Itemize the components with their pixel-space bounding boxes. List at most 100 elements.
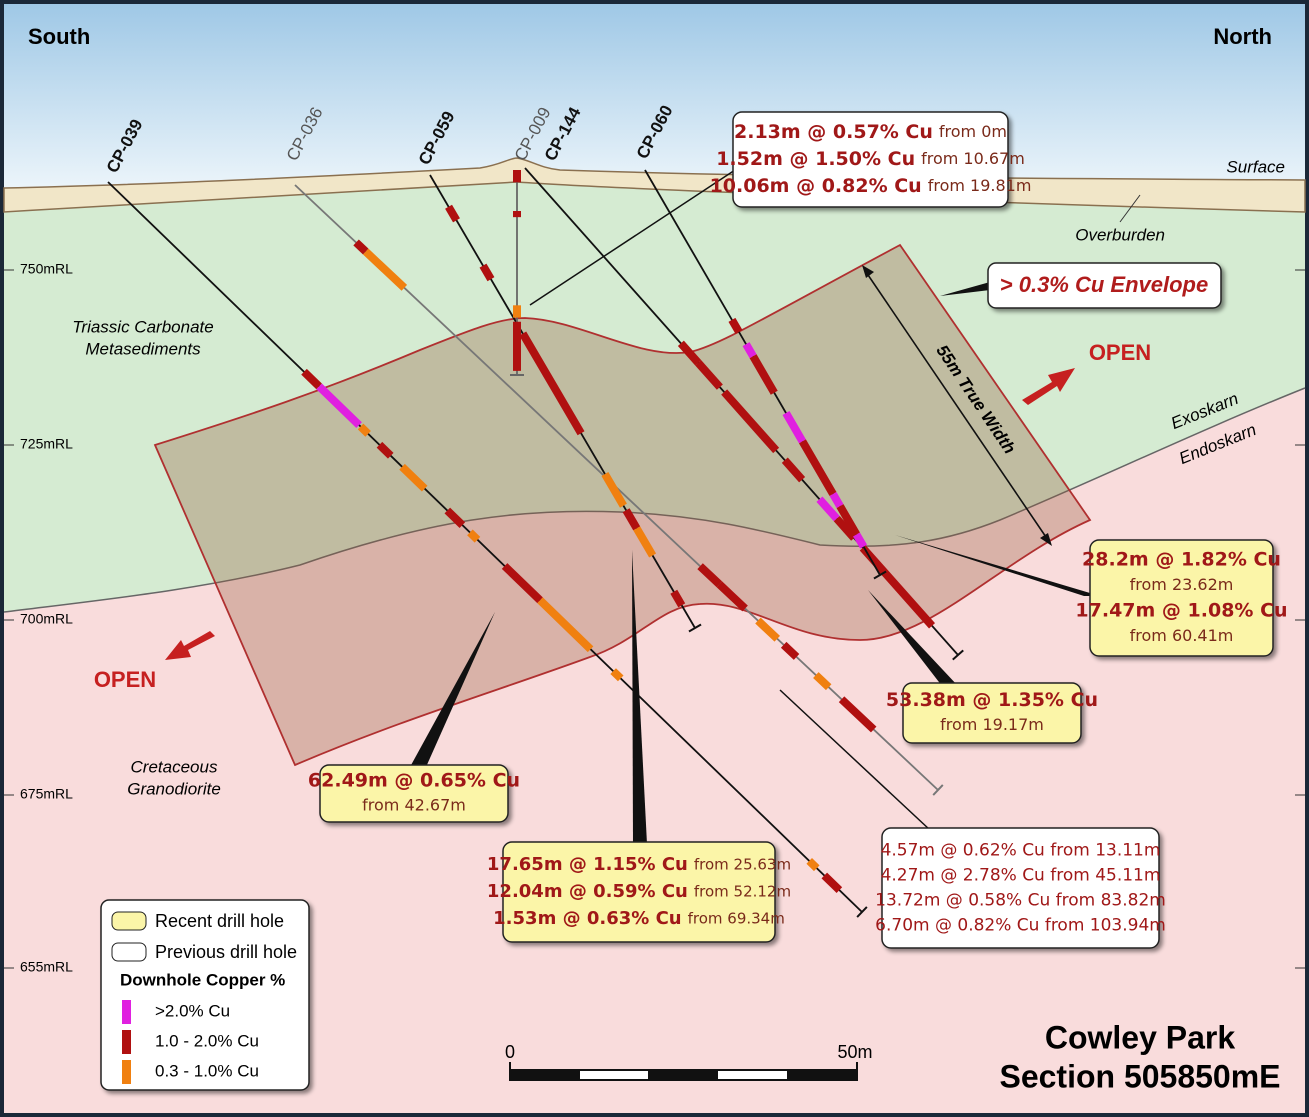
callout-grade: 13.72m @ 0.58% Cu from 83.82m [875,891,1166,911]
assay-interval [816,496,840,522]
legend-previous-swatch [111,942,147,962]
legend-grade: 1.0 - 2.0% Cu [155,1031,259,1050]
assay-interval [821,872,843,893]
assay-interval [467,529,481,543]
scale-start: 0 [505,1042,515,1062]
assay-interval [755,617,780,642]
assay-interval [780,641,800,660]
metasediment-label: Triassic Carbonate [72,317,213,336]
legend-grade-swatch [122,1000,131,1024]
open-arrow [165,631,215,660]
callout-from: from 19.17m [940,715,1044,734]
assay-interval [479,263,495,282]
legend-recent-swatch [111,911,147,931]
hole-end [688,623,702,633]
assay-interval [728,317,743,335]
assay-interval [622,508,641,531]
callout-from: from 25.63m [694,856,791,874]
surface-label: Surface [1226,157,1285,176]
assay-interval [829,491,844,509]
assay-interval [836,504,860,537]
hole-end [952,649,964,661]
assay-interval [749,354,778,395]
assay-interval [853,532,868,549]
scale-bar-segment [510,1070,580,1080]
callout-grade: 28.2m @ 1.82% Cu [1082,548,1281,570]
callout-from: from 23.62m [1130,575,1234,594]
assay-interval [399,463,428,492]
callout-grade: 53.38m @ 1.35% Cu [886,689,1098,711]
legend-heading: Downhole Copper % [120,970,285,989]
assay-interval [445,204,460,223]
elevation-label: 725mRL [20,436,73,452]
overburden-pointer [1119,194,1141,223]
scale-end: 50m [837,1042,872,1062]
assay-interval [782,410,806,444]
callout-from: from 60.41m [1130,626,1234,645]
hole-end [932,784,944,796]
assay-interval [444,507,466,528]
metasediment-label: Metasediments [85,339,201,358]
callout-leader [868,590,958,686]
callout-grade: 6.70m @ 0.82% Cu from 103.94m [875,916,1166,936]
callout-grade: 12.04m @ 0.59% Cu [487,881,688,902]
callout-from: from 42.67m [362,796,466,815]
elevation-axis: 750mRL 725mRL 700mRL 675mRL 655mRL [4,261,1305,975]
callout-grade: 62.49m @ 0.65% Cu [308,770,520,792]
hole-end [873,570,887,580]
callout-box [1089,539,1274,657]
open-label: OPEN [94,667,156,692]
callout-grade: 4.57m @ 0.62% Cu from 13.11m [881,841,1161,861]
assay-interval [806,858,820,872]
callout-leader [632,550,647,844]
callout-from: from 69.34m [688,910,785,928]
callout-grade: 17.47m @ 1.08% Cu [1075,599,1287,621]
scale-bar-segment [787,1070,857,1080]
overburden-label: Overburden [1075,225,1165,244]
intercept-callouts: 2.13m @ 0.57% Cu from 0m 1.52m @ 1.50% Cu f… [308,111,1288,949]
envelope-leader [940,282,990,296]
assay-interval [353,239,369,255]
assay-interval [610,668,624,682]
callout-grade: 10.06m @ 0.82% Cu [710,175,922,197]
callout-grade: 1.53m @ 0.63% Cu [493,908,681,929]
callout-box [502,841,776,943]
legend-recent: Recent drill hole [155,911,284,931]
assay-interval [798,439,837,497]
callout-from: from 0m [939,122,1007,141]
assay-interval [357,423,371,437]
assay-interval [301,368,322,390]
assay-interval [316,383,362,428]
open-label: OPEN [1089,340,1151,365]
title: Section 505850mE [999,1058,1280,1094]
callout-leader [410,612,495,767]
assay-interval [537,597,594,653]
drill-hole [107,181,863,913]
assay-interval [501,563,543,604]
assay-interval [697,563,723,588]
callout-from: from 10.67m [921,149,1025,168]
granodiorite-label: Cretaceous [131,757,218,776]
sky [4,4,1305,194]
callout-leader [779,689,931,831]
elevation-label: 750mRL [20,261,73,277]
callout-box [881,827,1160,949]
callout-box [902,682,1082,744]
legend-grade: 0.3 - 1.0% Cu [155,1061,259,1080]
envelope-label: > 0.3% Cu Envelope [1000,272,1208,297]
legend-grade: >2.0% Cu [155,1001,230,1020]
envelope-box [987,262,1222,309]
elevation-label: 675mRL [20,786,73,802]
callout-grade: 17.65m @ 1.15% Cu [487,854,688,875]
assay-interval [859,545,936,629]
scale-bar-segment [648,1070,718,1080]
assay-interval [781,457,806,483]
granodiorite-label: Granodiorite [127,779,221,798]
callout-leader [529,169,736,306]
legend-box [100,899,310,1091]
assay-interval [838,696,877,733]
assay-interval [813,672,832,691]
assay-interval [833,515,858,541]
